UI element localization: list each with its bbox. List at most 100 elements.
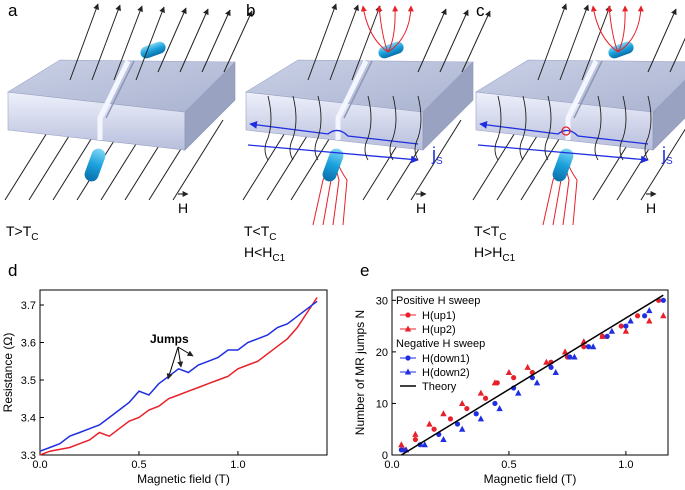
- data-point: [458, 399, 466, 406]
- data-point: [660, 297, 666, 303]
- field-label: H: [178, 200, 188, 216]
- field-arrow: [537, 3, 567, 81]
- condition: H>HC1: [474, 244, 516, 264]
- panel-label: a: [8, 1, 18, 20]
- plot-frame: [391, 289, 669, 456]
- panel: b T<TCH<HC1 HjS: [242, 1, 491, 264]
- data-point: [440, 410, 447, 417]
- data-point: [421, 441, 428, 448]
- current: [249, 121, 419, 145]
- charts: d 0.0 0.5 1.0 3.3 3.4 3.5 3.6 3.7 Magnetic field …: [1, 261, 669, 486]
- condition-sub: C: [269, 232, 276, 243]
- panel: c T<TCH>HC1 HjS: [472, 1, 685, 264]
- data-point: [426, 420, 433, 427]
- y-tick-label: 0: [382, 450, 388, 462]
- data-point: [482, 395, 489, 401]
- field-arrow: [201, 9, 231, 73]
- annotation: Jumps: [150, 332, 189, 346]
- legend-title: Positive H sweep: [396, 295, 480, 307]
- legend-label: H(up2): [422, 324, 456, 336]
- data-line: [39, 300, 318, 452]
- data-point: [608, 327, 616, 334]
- field-line: [519, 95, 527, 161]
- current-label-main: j: [431, 144, 436, 164]
- slab-top: [475, 59, 685, 113]
- field-line: [410, 119, 462, 201]
- field-arrow-red: [376, 5, 389, 53]
- data-point: [561, 348, 569, 355]
- field-line: [544, 95, 552, 161]
- groove: [97, 59, 131, 140]
- field-arrow-red: [360, 5, 389, 53]
- field-arrow: [581, 5, 611, 81]
- data-point: [447, 416, 454, 422]
- condition-main: T<T: [244, 223, 270, 239]
- condition-sub: C: [31, 232, 38, 243]
- legend-marker: [404, 368, 412, 375]
- panel-label: e: [360, 261, 369, 280]
- chart: e 0.0 0.5 1.0 0 10 20 30 Magnetic field (T) Numbe…: [353, 261, 669, 486]
- y-tick-label: 3.7: [21, 300, 36, 312]
- field-line: [314, 95, 322, 161]
- legend-label: H(down2): [422, 367, 470, 379]
- field-line: [619, 95, 627, 161]
- field-label: H: [646, 200, 656, 216]
- groove: [335, 59, 369, 140]
- data-point: [634, 313, 641, 319]
- chart: d 0.0 0.5 1.0 3.3 3.4 3.5 3.6 3.7 Magnetic field …: [1, 261, 328, 486]
- field-arrow-red: [606, 5, 619, 53]
- data-line: [39, 297, 318, 456]
- data-point: [477, 415, 485, 422]
- condition-main: H>H: [474, 244, 502, 260]
- field-arrow-red: [387, 5, 414, 53]
- condition-main: T<T: [474, 223, 500, 239]
- field-line: [389, 95, 397, 161]
- contact: [322, 148, 344, 182]
- y-tick-label: 30: [376, 295, 388, 307]
- x-tick-label: 0.5: [501, 459, 516, 471]
- panel: a T>TC H: [4, 1, 253, 243]
- x-tick-label: 0.0: [32, 459, 47, 471]
- field-arrow: [461, 10, 491, 73]
- legend-marker: [405, 355, 411, 361]
- data-point: [491, 379, 499, 386]
- data-line: [401, 294, 664, 456]
- legend-label: Theory: [422, 381, 457, 393]
- panel-label: d: [8, 261, 17, 280]
- x-axis-label: Magnetic field (T): [484, 472, 577, 486]
- condition-sub: C1: [272, 253, 285, 264]
- data-point: [623, 323, 629, 329]
- data-point: [604, 333, 610, 340]
- data-point: [440, 436, 447, 443]
- data-point: [660, 312, 667, 319]
- panel-label: b: [246, 1, 255, 20]
- data-point: [492, 400, 498, 407]
- current-label-sub: S: [666, 156, 673, 167]
- x-tick-label: 0.0: [384, 459, 399, 471]
- field-arrow: [669, 37, 685, 73]
- data-point: [398, 447, 404, 453]
- data-point: [477, 389, 485, 396]
- legend-title: Negative H sweep: [396, 338, 485, 350]
- condition: T<TC: [474, 223, 507, 243]
- data-point: [567, 354, 573, 360]
- current: [479, 121, 649, 145]
- data-point: [496, 405, 503, 412]
- annotation-arrow: [166, 346, 179, 380]
- annotation-arrow: [177, 346, 184, 368]
- x-tick-label: 0.5: [131, 459, 146, 471]
- data-point: [646, 317, 653, 324]
- current: [247, 144, 419, 164]
- slab-right: [652, 79, 685, 151]
- contact: [140, 41, 166, 59]
- y-axis-label: Number of MR jumps N: [353, 310, 367, 435]
- data-point: [627, 317, 634, 324]
- data-point: [618, 323, 624, 329]
- legend-marker: [405, 312, 411, 318]
- field-line: [640, 128, 685, 201]
- condition-main: T>T: [6, 223, 32, 239]
- field-arrow-red: [617, 5, 644, 53]
- data-point: [412, 436, 418, 443]
